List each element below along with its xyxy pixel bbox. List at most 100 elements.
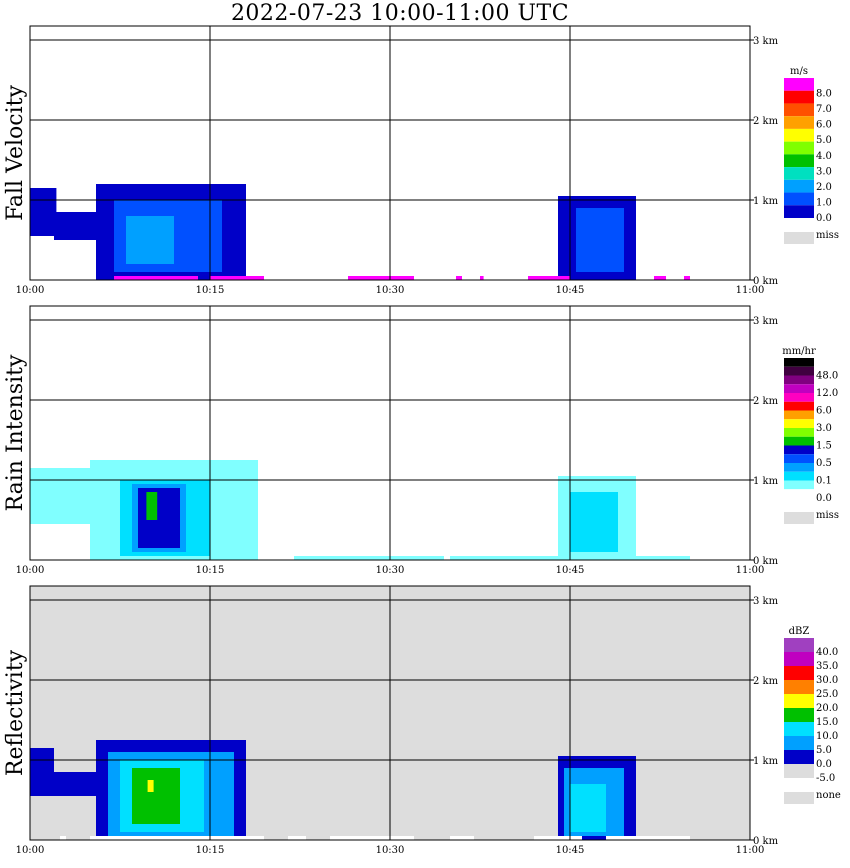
y-tick-label: 0 km [753, 556, 779, 567]
colorbar-swatch [784, 78, 814, 91]
colorbar-swatch [784, 401, 814, 411]
colorbar-label: 20.0 [816, 703, 838, 714]
colorbar-label: 30.0 [816, 675, 838, 686]
echo-region [126, 216, 174, 264]
panel-rain-intensity: 10:00 10:15 10:30 10:45 11:000 km 1 km 2 km 3 k… [3, 305, 839, 576]
echo-region [570, 492, 618, 552]
echo-region [147, 780, 154, 792]
colorbar-missing-swatch [784, 232, 814, 244]
colorbar-swatch [784, 736, 814, 750]
x-tick-label: 11:00 [736, 285, 765, 296]
colorbar-swatch [784, 205, 814, 218]
colorbar-swatch [784, 366, 814, 376]
colorbar-label: 0.1 [816, 476, 832, 487]
colorbar-unit: mm/hr [782, 346, 816, 357]
y-tick-label: 0 km [753, 836, 779, 847]
x-tick-label: 10:30 [376, 285, 405, 296]
colorbar-swatch [784, 445, 814, 455]
x-tick-label: 10:00 [16, 565, 45, 576]
surface-echo [450, 836, 474, 840]
y-tick-label: 2 km [753, 676, 779, 687]
colorbar-label: 6.0 [816, 120, 832, 131]
echo-region [138, 488, 180, 548]
colorbar-missing-label: miss [816, 510, 839, 521]
echo-region [146, 492, 158, 520]
x-tick-label: 11:00 [736, 565, 765, 576]
colorbar-label: 3.0 [816, 166, 832, 177]
colorbar-swatch [784, 694, 814, 708]
colorbar-swatch [784, 463, 814, 472]
y-tick-label: 3 km [753, 36, 779, 47]
colorbar-missing-swatch [784, 792, 814, 804]
colorbar-unit: dBZ [789, 626, 810, 637]
colorbar-swatch [784, 764, 814, 778]
echo-region [576, 208, 624, 272]
x-tick-label: 10:00 [16, 285, 45, 296]
surface-echo [90, 836, 264, 840]
surface-echo [480, 276, 484, 280]
colorbar-swatch [784, 419, 814, 428]
colorbar-swatch [784, 154, 814, 168]
panel-fall-velocity: 10:00 10:15 10:30 10:45 11:000 km 1 km 2 km 3 k… [3, 25, 839, 296]
colorbar-swatch [784, 454, 814, 463]
colorbar-swatch [784, 179, 814, 193]
y-tick-label: 2 km [753, 116, 779, 127]
x-tick-label: 10:15 [196, 845, 225, 856]
panel-title: Reflectivity [3, 649, 28, 776]
y-tick-label: 2 km [753, 396, 779, 407]
colorbar-swatch [784, 680, 814, 694]
surface-echo [114, 556, 258, 560]
y-tick-label: 1 km [753, 476, 779, 487]
colorbar-label: 0.0 [816, 213, 832, 224]
colorbar-swatch [784, 666, 814, 680]
colorbar-swatch [784, 90, 814, 104]
surface-echo [288, 836, 306, 840]
colorbar-swatch [784, 192, 814, 206]
echo-region [30, 188, 57, 236]
colorbar-swatch [784, 722, 814, 736]
x-tick-label: 10:30 [376, 845, 405, 856]
colorbar-label: 7.0 [816, 104, 832, 115]
surface-echo [630, 556, 690, 560]
colorbar-swatch [784, 480, 814, 490]
panel-title: Rain Intensity [3, 354, 28, 511]
colorbar-label: 40.0 [816, 647, 838, 658]
surface-echo [528, 276, 570, 280]
x-tick-label: 10:15 [196, 285, 225, 296]
colorbar-label: 15.0 [816, 717, 838, 728]
colorbar-swatch [784, 128, 814, 142]
surface-echo [534, 836, 582, 840]
colorbar-label: -5.0 [816, 773, 835, 784]
surface-echo [606, 836, 690, 840]
figure-title: 2022-07-23 10:00-11:00 UTC [230, 1, 570, 26]
colorbar-swatch [784, 638, 814, 652]
y-tick-label: 3 km [753, 316, 779, 327]
colorbar-swatch [784, 167, 814, 180]
colorbar-label: 5.0 [816, 745, 832, 756]
colorbar-missing-swatch [784, 512, 814, 524]
colorbar-label: 8.0 [816, 89, 832, 100]
y-tick-label: 0 km [753, 276, 779, 287]
colorbar-swatch [784, 750, 814, 764]
x-tick-label: 10:45 [556, 565, 585, 576]
colorbar-label: 12.0 [816, 388, 838, 399]
colorbar-label: 2.0 [816, 182, 832, 193]
x-tick-label: 10:45 [556, 285, 585, 296]
echo-region [54, 772, 96, 796]
plot-frame [29, 585, 751, 841]
colorbar-unit: m/s [790, 66, 808, 77]
colorbar-label: 48.0 [816, 371, 838, 382]
surface-echo [450, 556, 570, 560]
colorbar-swatch [784, 358, 814, 367]
colorbar-swatch [784, 141, 814, 155]
x-tick-label: 11:00 [736, 845, 765, 856]
panel-reflectivity: 10:00 10:15 10:30 10:45 11:000 km 1 km 2 km 3 k… [3, 585, 841, 856]
colorbar-label: 1.0 [816, 197, 832, 208]
colorbar-label: 0.5 [816, 458, 832, 469]
colorbar-label: 6.0 [816, 406, 832, 417]
surface-echo [114, 276, 198, 280]
colorbar-swatch [784, 393, 814, 402]
surface-echo [60, 836, 66, 840]
colorbar-label: 25.0 [816, 689, 838, 700]
colorbar-label: 0.0 [816, 493, 832, 504]
